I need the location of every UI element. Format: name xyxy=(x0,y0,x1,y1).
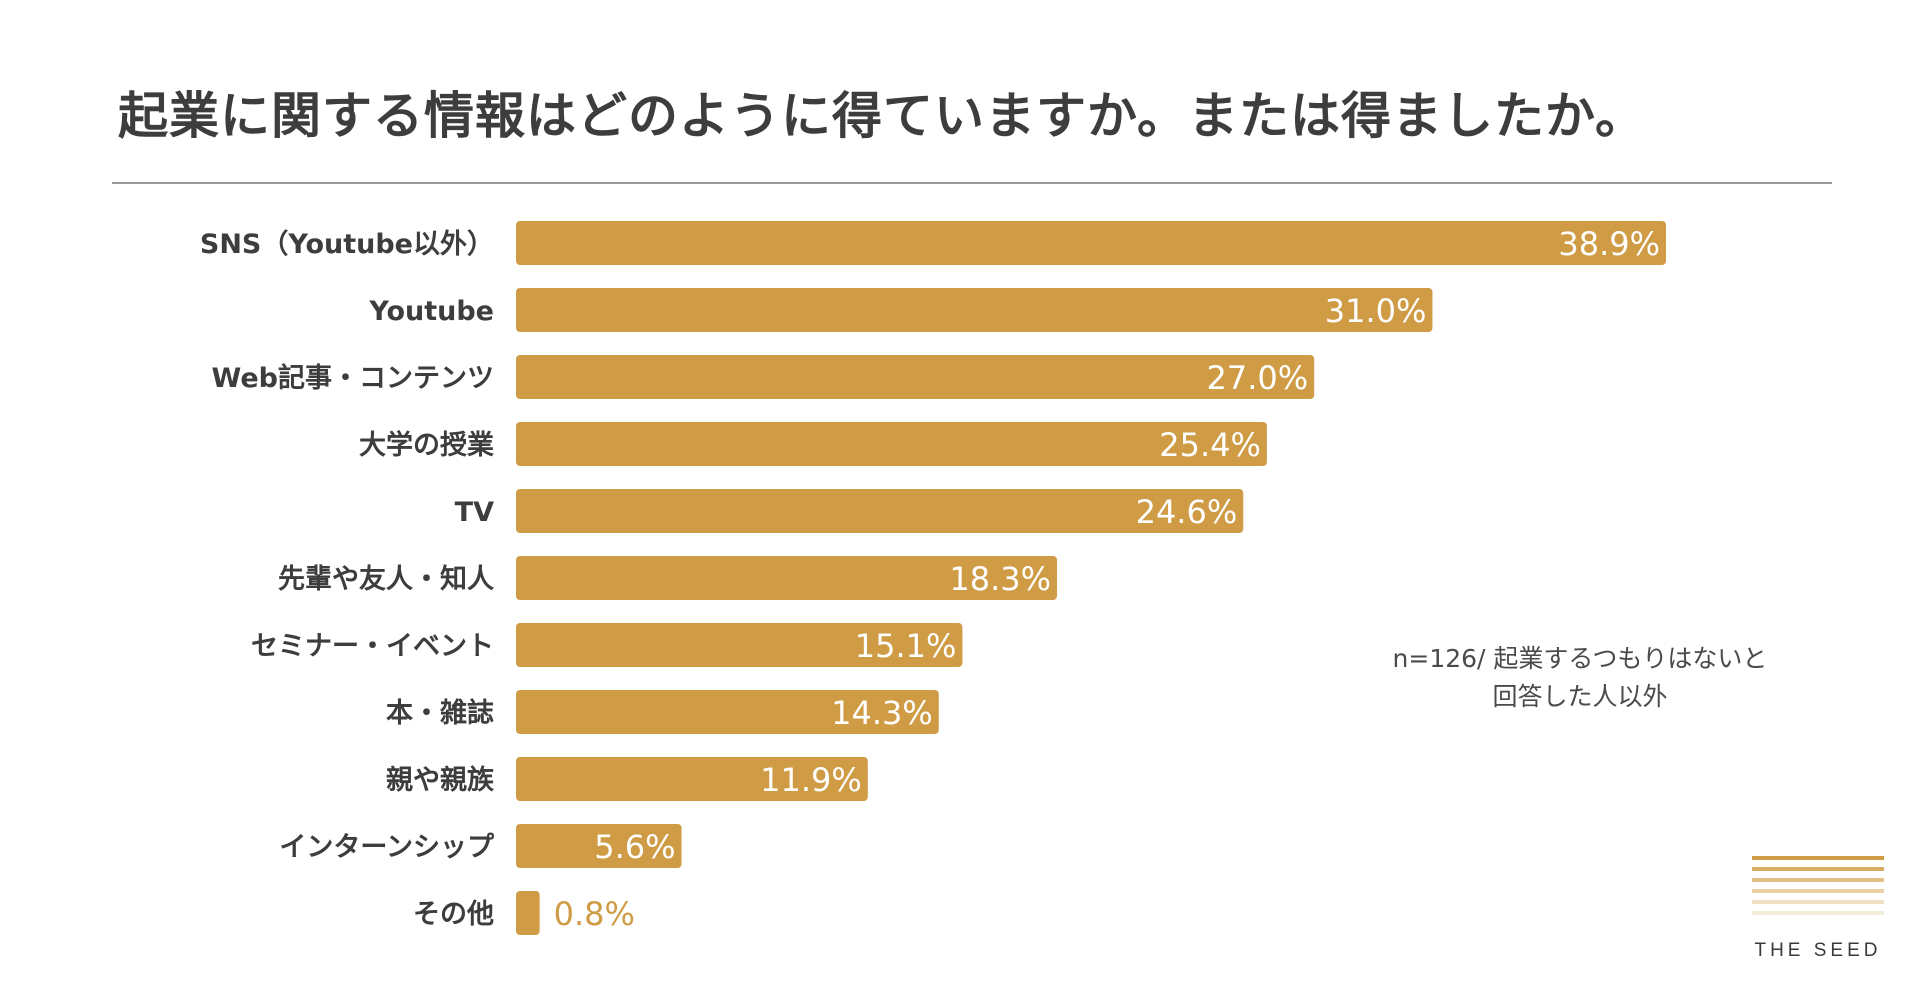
bar xyxy=(516,690,939,734)
logo-stripe xyxy=(1752,878,1884,882)
bar xyxy=(516,288,1433,332)
the-seed-logo: THE SEED xyxy=(1752,856,1884,968)
bar xyxy=(516,891,540,935)
value-label: 15.1% xyxy=(855,627,957,665)
category-label: SNS（Youtube以外） xyxy=(200,229,494,260)
bar xyxy=(516,355,1315,399)
logo-stripe xyxy=(1752,900,1884,904)
bar xyxy=(516,757,868,801)
value-label: 0.8% xyxy=(554,895,635,933)
category-label: 本・雑誌 xyxy=(386,697,494,729)
bar xyxy=(516,489,1244,533)
category-label: インターンシップ xyxy=(279,832,495,863)
category-label: Youtube xyxy=(368,296,494,327)
value-label: 38.9% xyxy=(1558,225,1660,263)
bar xyxy=(516,221,1666,265)
value-label: 5.6% xyxy=(594,828,675,866)
logo-stripe xyxy=(1752,889,1884,893)
logo-stripe xyxy=(1752,856,1884,860)
sample-note: n=126/ 起業するつもりはないと 回答した人以外 xyxy=(1300,640,1860,716)
category-label: Web記事・コンテンツ xyxy=(212,362,494,394)
value-label: 24.6% xyxy=(1136,493,1238,531)
category-label: 先輩や友人・知人 xyxy=(278,564,494,595)
category-label: 大学の授業 xyxy=(359,429,494,461)
logo-wordmark: THE SEED xyxy=(1754,940,1882,961)
chart-title: 起業に関する情報はどのように得ていますか。または得ましたか。 xyxy=(118,87,1646,145)
value-label: 11.9% xyxy=(760,761,862,799)
category-label: セミナー・イベント xyxy=(251,631,494,662)
category-label: 親や親族 xyxy=(386,764,495,796)
value-label: 18.3% xyxy=(949,560,1051,598)
category-label: その他 xyxy=(413,899,494,930)
value-label: 25.4% xyxy=(1159,426,1261,464)
category-label: TV xyxy=(455,497,494,528)
logo-stripe xyxy=(1752,867,1884,871)
value-label: 14.3% xyxy=(831,694,933,732)
bar xyxy=(516,422,1267,466)
value-label: 31.0% xyxy=(1325,292,1427,330)
bar xyxy=(516,824,682,868)
bar xyxy=(516,556,1058,600)
title-divider xyxy=(112,182,1832,184)
logo-stripe xyxy=(1752,911,1884,915)
value-label: 27.0% xyxy=(1207,359,1309,397)
bar xyxy=(516,623,963,667)
sample-note-line-2: 回答した人以外 xyxy=(1492,682,1668,711)
sample-note-line-1: n=126/ 起業するつもりはないと xyxy=(1392,644,1768,673)
